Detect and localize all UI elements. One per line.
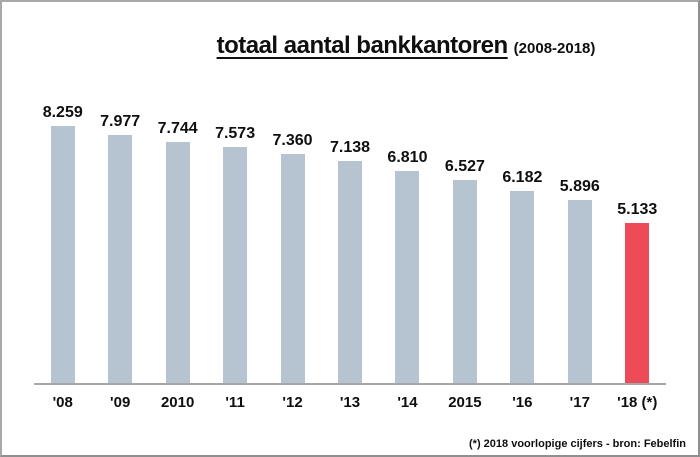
bar-column: 6.182 [494,169,551,383]
bar-value-label: 7.977 [100,112,141,130]
bar-column: 7.744 [149,120,206,383]
bar-value-label: 8.259 [42,104,83,121]
x-axis-tick-label: '13 [339,394,361,411]
bar-value-label: 5.133 [617,201,658,219]
bar-column: 7.360 [264,132,321,383]
x-axis-labels: '08 '09 2010 '11 '12 '13 '14 2015 '16 '17 '18 (*) [34,385,666,411]
x-axis-tick-label: '09 [110,394,131,411]
chart-title-period: (2008-2018) [513,40,596,57]
bar [50,126,75,383]
x-axis-tick-label: '11 [225,394,245,411]
bar-column: 7.573 [206,125,263,383]
bar-column: 6.810 [379,149,436,383]
bar-column: 7.138 [321,139,378,383]
bar [395,171,420,383]
x-axis-tick-label: 2015 [448,394,482,411]
bar [567,199,592,383]
bar-column: 6.527 [436,158,493,383]
bar-column: 5.896 [551,177,608,383]
bar [165,142,190,383]
bar-highlighted-2018 [625,223,650,383]
plot-area: 8.259 7.977 7.744 7.573 7.360 7.138 6.810 6.527… [34,100,666,385]
x-axis-tick-label: 2010 [160,394,195,411]
bar-value-label: 6.182 [502,168,543,186]
bar-value-label: 6.527 [444,157,485,175]
bar [280,154,305,383]
bar-value-label: 5.896 [559,177,600,195]
bar [337,160,362,383]
bar-value-label: 7.573 [215,125,256,143]
bar [510,190,535,383]
chart-title: totaal aantal bankkantoren (2008-2018) [58,32,698,70]
bar-value-label: 6.810 [387,149,428,167]
bar [452,179,477,383]
source-note: (*) 2018 voorlopige cijfers - bron: Febe… [469,438,686,450]
bar-column: 7.977 [91,113,148,383]
bar-value-label: 7.360 [272,132,313,149]
bar-column: 8.259 [34,104,91,383]
x-axis-tick-label: '08 [52,394,73,411]
x-axis-tick-label: '17 [569,394,590,411]
x-axis-tick-label: '14 [397,394,418,411]
bar [108,134,133,383]
bar [223,147,248,383]
bar-chart: 8.259 7.977 7.744 7.573 7.360 7.138 6.810 6.527… [34,100,666,411]
bar-column: 5.133 [609,201,666,383]
x-axis-tick-label: '18 (*) [617,394,658,411]
x-axis-tick-label: '16 [512,394,533,411]
chart-title-main: totaal aantal bankkantoren [216,32,509,59]
bar-value-label: 7.138 [329,138,371,156]
x-axis-tick-label: '12 [282,394,303,411]
bar-value-label: 7.744 [157,120,198,137]
